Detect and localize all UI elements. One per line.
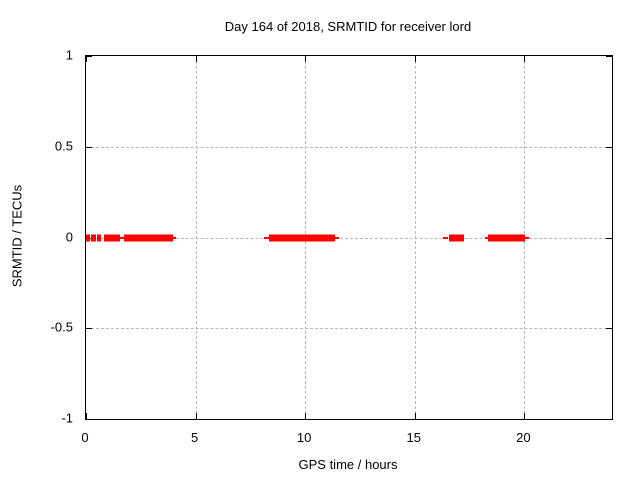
data-point-segment	[96, 234, 102, 241]
y-tick-mark	[86, 146, 92, 148]
x-tick-mark	[195, 413, 197, 419]
y-axis-label: SRMTID / TECUs	[9, 184, 25, 288]
x-axis-label: GPS time / hours	[298, 457, 398, 472]
y-tick-mark	[86, 56, 92, 57]
y-tick-mark	[606, 328, 612, 330]
x-tick-mark	[414, 56, 416, 62]
data-point-segment	[443, 236, 448, 239]
x-tick-mark	[86, 413, 87, 419]
y-tick-label: 0.5	[54, 138, 73, 154]
y-tick-mark	[606, 237, 612, 239]
chart-title: Day 164 of 2018, SRMTID for receiver lor…	[224, 19, 472, 34]
data-point-segment	[488, 234, 526, 241]
data-point-segment	[172, 236, 176, 239]
y-gridline	[86, 237, 612, 239]
x-tick-mark	[305, 56, 307, 62]
y-tick-mark	[86, 328, 92, 330]
y-tick-mark	[606, 419, 612, 420]
y-tick-label: 0	[65, 229, 73, 244]
y-tick-mark	[86, 419, 92, 420]
data-point-segment	[269, 234, 335, 241]
y-gridline	[86, 328, 612, 330]
y-tick-mark	[606, 56, 612, 57]
x-tick-mark	[524, 413, 526, 419]
data-point-segment	[86, 234, 90, 241]
x-tick-mark	[524, 56, 526, 62]
y-tick-mark	[606, 146, 612, 148]
data-point-segment	[103, 234, 120, 241]
x-tick-label: 10	[296, 430, 312, 445]
data-point-segment	[123, 234, 173, 241]
x-tick-label: 15	[406, 430, 421, 445]
y-gridline	[86, 146, 612, 148]
data-point-segment	[525, 236, 529, 239]
data-point-segment	[119, 236, 124, 239]
x-tick-mark	[414, 413, 416, 419]
x-tick-mark	[305, 413, 307, 419]
y-tick-label: -1	[61, 410, 73, 426]
data-point-segment	[334, 236, 340, 239]
y-tick-label: 1	[65, 47, 73, 63]
plot-area	[85, 55, 613, 420]
data-point-segment	[448, 234, 465, 241]
y-tick-label: -0.5	[50, 319, 73, 335]
data-point-segment	[484, 236, 489, 239]
data-point-segment	[263, 236, 269, 239]
x-tick-label: 20	[516, 430, 531, 445]
x-tick-label: 5	[190, 430, 199, 445]
x-tick-mark	[86, 56, 87, 62]
x-tick-label: 0	[81, 430, 89, 445]
data-point-segment	[91, 234, 96, 241]
x-tick-mark	[195, 56, 197, 62]
